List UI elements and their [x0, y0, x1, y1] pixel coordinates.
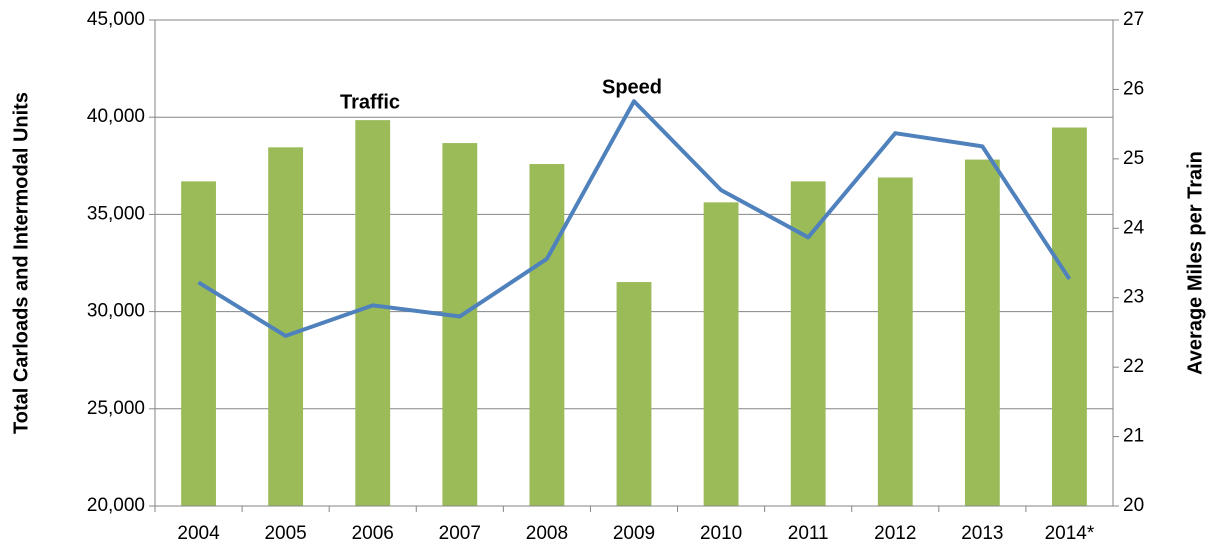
- y-axis-label: Total Carloads and Intermodal Units: [10, 92, 32, 434]
- bar: [703, 202, 739, 506]
- y-tick-label: 25,000: [87, 398, 145, 419]
- x-tick-label: 2012: [874, 523, 916, 544]
- y2-tick-label: 27: [1123, 9, 1144, 30]
- y2-tick-label: 24: [1123, 217, 1145, 238]
- x-tick-label: 2008: [526, 523, 568, 544]
- bar: [529, 164, 565, 506]
- x-tick-label: 2004: [177, 523, 220, 544]
- x-tick-label: 2010: [700, 523, 742, 544]
- y-tick-label: 40,000: [87, 106, 145, 127]
- y2-tick-label: 23: [1123, 287, 1144, 308]
- x-tick-label: 2005: [264, 523, 306, 544]
- bar: [442, 143, 478, 506]
- annotation: Speed: [602, 76, 662, 98]
- y2-tick-label: 25: [1123, 148, 1144, 169]
- bar: [1052, 127, 1087, 506]
- line: [197, 99, 1072, 338]
- x-tick-label: 2009: [613, 523, 655, 544]
- bar: [181, 181, 216, 507]
- y-tick-label: 35,000: [87, 203, 145, 224]
- x-tick-label: 2007: [439, 523, 481, 544]
- y-tick-label: 30,000: [87, 301, 145, 322]
- y2-tick-label: 20: [1123, 495, 1144, 516]
- y2-tick-label: 26: [1123, 78, 1144, 99]
- x-tick-label: 2011: [788, 523, 829, 544]
- x-tick-label: 2013: [961, 523, 1003, 544]
- y2-axis-label: Average Miles per Train: [1184, 151, 1206, 375]
- annotation: Traffic: [340, 91, 400, 113]
- bar: [964, 159, 1000, 506]
- x-tick-label: 2006: [352, 523, 394, 544]
- bar: [877, 177, 913, 507]
- y2-tick-label: 21: [1123, 426, 1144, 447]
- x-tick-label: 2014*: [1045, 523, 1095, 544]
- bar: [616, 282, 652, 506]
- y-tick-label: 45,000: [87, 9, 145, 30]
- bar: [355, 120, 391, 506]
- y2-tick-label: 22: [1123, 356, 1144, 377]
- y-tick-label: 20,000: [87, 495, 145, 516]
